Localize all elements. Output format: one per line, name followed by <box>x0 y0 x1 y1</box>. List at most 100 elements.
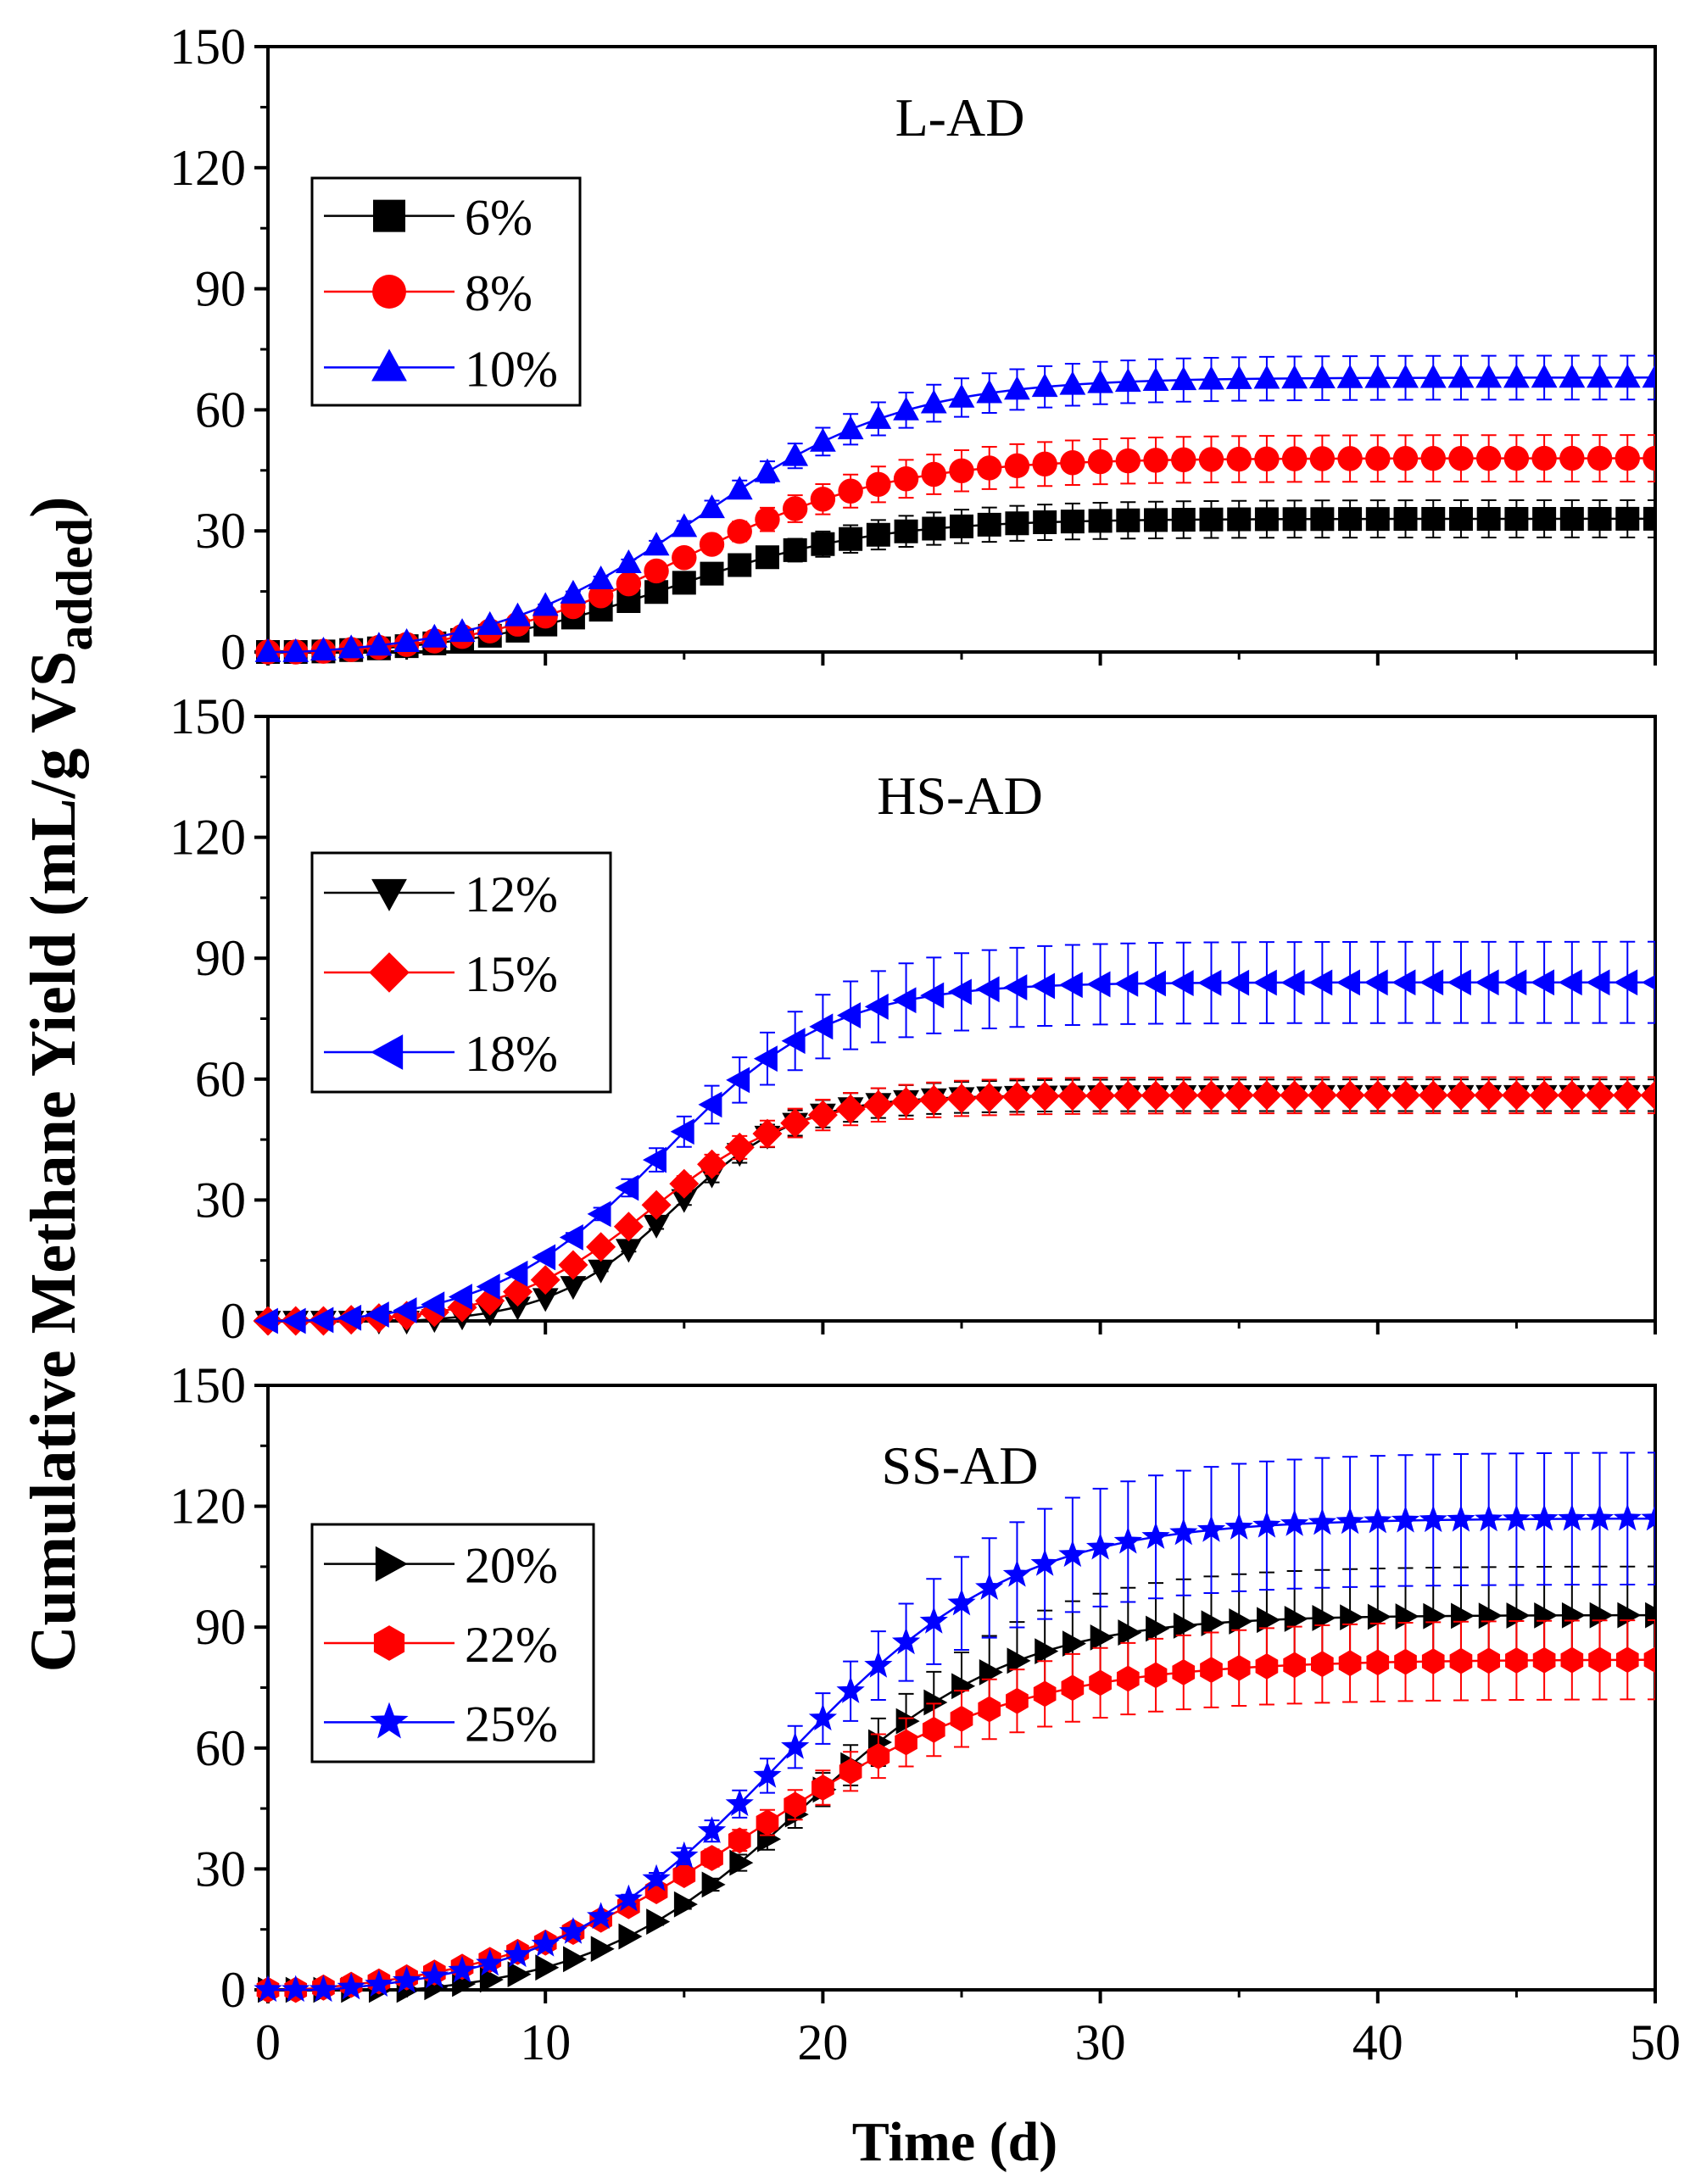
data-point <box>725 1789 754 1816</box>
data-point <box>1367 1603 1391 1630</box>
data-point <box>1254 507 1279 532</box>
x-tick-label: 10 <box>520 2014 571 2070</box>
legend-marker <box>369 952 410 993</box>
y-tick-label: 60 <box>195 382 246 437</box>
legend-marker <box>371 1034 404 1070</box>
y-tick-label: 90 <box>195 930 246 986</box>
data-point <box>1365 446 1391 471</box>
data-point <box>282 1307 306 1334</box>
data-point <box>807 1100 838 1130</box>
data-point <box>866 471 891 497</box>
data-point <box>1281 365 1308 389</box>
data-point <box>811 532 835 556</box>
data-point <box>729 1849 754 1876</box>
data-point <box>1087 448 1113 475</box>
data-point <box>587 1902 616 1930</box>
data-point <box>1395 1603 1419 1630</box>
y-tick-label: 0 <box>220 624 246 680</box>
data-point <box>669 1168 700 1199</box>
data-point <box>448 1284 472 1310</box>
data-point <box>614 1884 643 1912</box>
data-point <box>1252 1080 1282 1111</box>
data-point <box>1645 1602 1655 1629</box>
y-tick-label: 120 <box>170 140 246 196</box>
panels-group: 0 30 60 90 120 150 L-AD 6% 8% 10% 0 30 60 90 120 150 HS-… <box>170 19 1681 2070</box>
data-point <box>1226 446 1252 472</box>
data-point <box>282 638 310 662</box>
data-point <box>1336 1507 1364 1535</box>
legend-marker <box>373 1625 405 1661</box>
x-tick-label: 40 <box>1352 2014 1403 2070</box>
data-point <box>1311 1651 1334 1678</box>
data-point <box>1585 1503 1615 1531</box>
y-tick-label: 30 <box>195 1172 246 1228</box>
data-point <box>1116 508 1141 532</box>
data-point <box>1060 450 1085 476</box>
data-point <box>615 549 642 573</box>
legend: 6% 8% 10% <box>310 176 582 407</box>
data-point <box>616 588 641 613</box>
data-point <box>1392 364 1419 388</box>
x-tick-label: 0 <box>255 2014 281 2070</box>
data-point <box>919 1607 948 1634</box>
data-point <box>1169 1518 1198 1546</box>
data-point <box>503 1940 533 1968</box>
data-point <box>1503 364 1530 388</box>
data-point <box>1002 1559 1032 1587</box>
data-point <box>420 1961 449 1989</box>
data-point <box>365 1970 393 1997</box>
data-point <box>1363 1080 1393 1111</box>
legend-marker <box>370 1702 409 1739</box>
panel-hs-ad: 0 30 60 90 120 150 HS-AD 12% 15% 18% <box>170 688 1657 1349</box>
data-point <box>1589 1602 1614 1629</box>
data-point <box>752 1118 783 1149</box>
data-point <box>1255 1653 1279 1680</box>
data-point <box>1394 1648 1417 1675</box>
data-point <box>1281 446 1308 471</box>
data-point <box>949 458 974 483</box>
data-point <box>1280 969 1305 996</box>
data-point <box>1006 1687 1029 1714</box>
data-point <box>1283 1652 1306 1679</box>
data-point <box>1337 446 1363 471</box>
data-point <box>365 632 393 656</box>
data-point <box>1254 446 1280 472</box>
data-point <box>1033 1680 1057 1708</box>
data-point <box>1420 445 1446 471</box>
data-point <box>891 1627 921 1655</box>
data-point <box>1059 370 1086 395</box>
data-point <box>337 634 365 659</box>
data-point <box>476 1273 500 1301</box>
series-group <box>254 1451 1655 2003</box>
data-point <box>535 1954 560 1981</box>
data-point <box>1196 1080 1226 1111</box>
data-point <box>726 1067 750 1094</box>
y-axis-label-main: Cumulative Methane Yield (mL/g VS <box>18 651 89 1673</box>
legend-label: 25% <box>465 1696 558 1752</box>
data-point <box>479 1966 504 1993</box>
data-point <box>644 580 669 604</box>
data-point <box>532 592 559 616</box>
series-line <box>268 1094 1655 1323</box>
data-point <box>1227 507 1252 532</box>
panel-title: SS-AD <box>882 1435 1039 1496</box>
data-point <box>588 565 615 589</box>
data-point <box>254 1975 282 2003</box>
data-point <box>590 1936 615 1963</box>
data-point <box>699 494 725 519</box>
data-point <box>1088 509 1113 533</box>
data-point <box>946 1084 977 1114</box>
data-point <box>1030 1549 1059 1576</box>
data-point <box>1587 364 1613 388</box>
data-point <box>918 1084 949 1115</box>
data-point <box>1478 1602 1503 1630</box>
data-point <box>1336 969 1360 996</box>
data-point <box>728 1827 751 1854</box>
data-point <box>810 427 836 452</box>
data-point <box>1029 1081 1060 1112</box>
data-point <box>1561 1602 1586 1629</box>
data-point <box>1531 445 1557 471</box>
data-point <box>1252 1510 1281 1538</box>
y-tick-label: 30 <box>195 503 246 559</box>
data-point <box>835 1094 866 1124</box>
